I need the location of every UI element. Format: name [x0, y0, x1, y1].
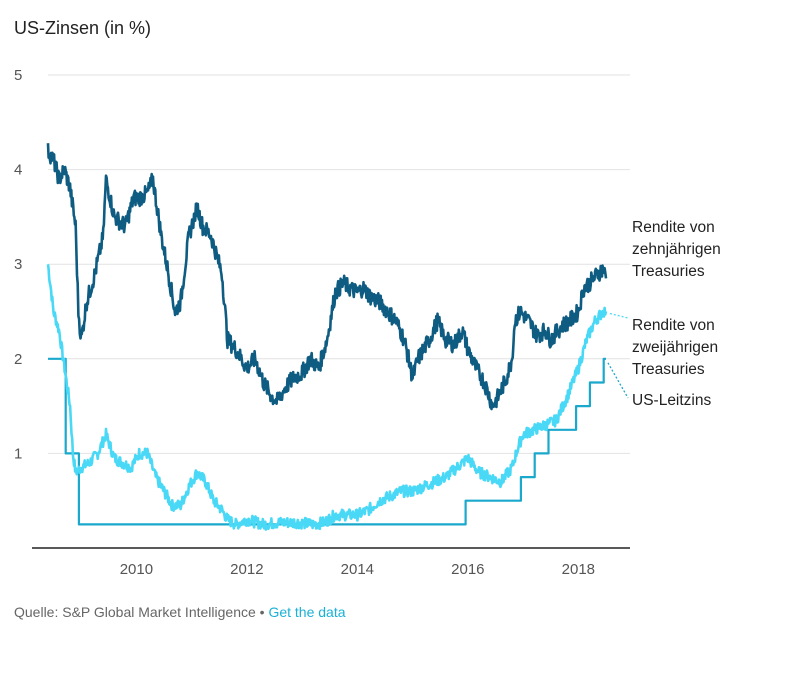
leader-fed-funds [607, 362, 629, 399]
series-label-2: US-Leitzins [632, 392, 711, 409]
series-line-0 [46, 143, 608, 411]
x-tick-label: 2012 [230, 561, 263, 578]
source-text: Quelle: S&P Global Market Intelligence [14, 604, 256, 620]
y-tick-label: 3 [14, 256, 22, 273]
leader-two-year [609, 312, 629, 319]
series-line-1 [46, 264, 608, 531]
x-tick-label: 2018 [562, 561, 595, 578]
series-label-0: zehnjährigen [632, 241, 721, 258]
y-tick-label: 2 [14, 351, 22, 368]
x-tick-label: 2016 [451, 561, 484, 578]
series-line-2 [48, 357, 606, 526]
x-tick-label: 2014 [341, 561, 374, 578]
series-label-0: Rendite von [632, 219, 715, 236]
series-label-1: zweijährigen [632, 339, 718, 356]
series-label-0: Treasuries [632, 263, 705, 280]
series-label-1: Rendite von [632, 317, 715, 334]
y-axis-ticks: 1 2 3 4 5 [14, 67, 22, 462]
source-line: Quelle: S&P Global Market Intelligence •… [14, 604, 346, 620]
y-tick-label: 1 [14, 445, 22, 462]
series-label-1: Treasuries [632, 361, 705, 378]
y-tick-label: 5 [14, 67, 22, 84]
chart-title: US-Zinsen (in %) [14, 18, 152, 38]
y-tick-label: 4 [14, 162, 22, 179]
x-axis-ticks: 2010 2012 2014 2016 2018 [120, 561, 595, 578]
source-separator: • [259, 604, 265, 620]
gridlines [32, 74, 630, 549]
series-labels: Rendite von zehnjährigen Treasuries Rendite… [607, 219, 721, 409]
series-lines [46, 143, 608, 531]
get-the-data-link[interactable]: Get the data [268, 604, 346, 620]
x-tick-label: 2010 [120, 561, 153, 578]
